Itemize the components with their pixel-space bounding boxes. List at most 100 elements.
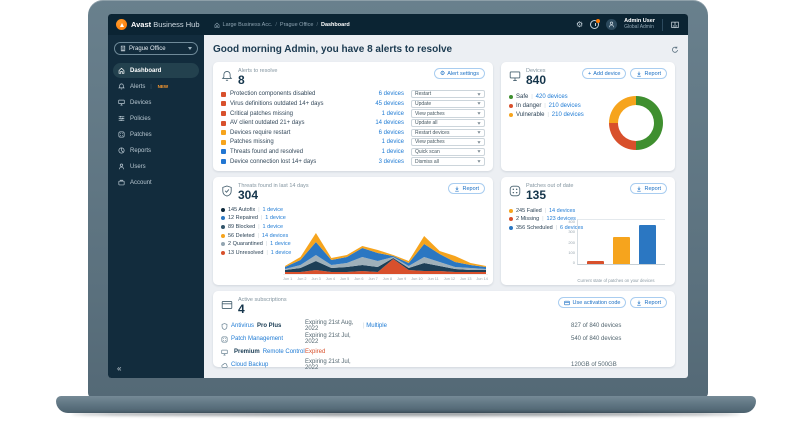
subscription-name[interactable]: Premium Remote Control xyxy=(221,349,305,356)
alert-settings-button[interactable]: ⚙ Alert settings xyxy=(433,68,485,79)
legend-row: 13 Unresolved | 1 device xyxy=(221,249,485,258)
alert-action-select[interactable]: Update xyxy=(411,99,485,109)
refresh-icon[interactable] xyxy=(671,46,679,54)
legend-row: 12 Repaired | 1 device xyxy=(221,214,485,223)
legend-devices-link[interactable]: 1 device xyxy=(270,249,292,256)
legend-row: 89 Blocked | 1 device xyxy=(221,223,485,232)
subscription-expiry: Expiring 21st Aug, 2022 xyxy=(305,320,354,333)
legend-dot xyxy=(509,208,513,213)
notification-badge xyxy=(596,19,601,23)
breadcrumb-item[interactable]: Prague Office xyxy=(279,21,314,28)
org-name: Prague Office xyxy=(129,45,166,52)
alert-severity-icon xyxy=(221,149,226,155)
legend-row: 145 Autofix | 1 device xyxy=(221,206,485,215)
alert-action-select[interactable]: View patches xyxy=(411,109,485,118)
notifications-icon[interactable] xyxy=(590,19,601,29)
subscription-row: Cloud Backup Expiring 21st Jul, 2022 120… xyxy=(221,359,667,372)
alert-action-select[interactable]: Restart xyxy=(411,90,485,99)
credit-card-icon xyxy=(221,299,233,311)
alert-devices-link[interactable]: 45 devices xyxy=(375,100,404,107)
sidebar-item-dashboard[interactable]: Dashboard xyxy=(113,63,199,78)
main-content: Good morning Admin, you have 8 alerts to… xyxy=(204,35,688,378)
legend-devices-link[interactable]: 420 devices xyxy=(535,94,568,101)
sidebar-item-account[interactable]: Account xyxy=(113,175,199,190)
sidebar-item-label: Account xyxy=(130,179,152,186)
report-button[interactable]: Report xyxy=(630,68,667,79)
subscription-name[interactable]: Cloud Backup xyxy=(221,362,305,369)
subscription-name[interactable]: Patch Management xyxy=(221,336,305,343)
report-button[interactable]: Report xyxy=(630,183,667,194)
legend-devices-link[interactable]: 1 device xyxy=(262,224,284,231)
legend-devices-link[interactable]: 123 devices xyxy=(546,216,576,223)
sidebar-item-patches[interactable]: Patches xyxy=(113,127,199,142)
legend-devices-link[interactable]: 210 devices xyxy=(548,103,581,110)
legend-dot xyxy=(221,216,225,221)
legend-devices-link[interactable]: 1 device xyxy=(265,215,286,222)
legend-dot xyxy=(509,217,513,222)
download-icon xyxy=(637,71,642,76)
breadcrumb-current: Dashboard xyxy=(320,21,350,28)
user-icon xyxy=(117,163,125,170)
cloud-icon xyxy=(221,362,228,369)
multiple-link[interactable]: Multiple xyxy=(363,323,387,329)
sidebar-item-policies[interactable]: Policies xyxy=(113,111,199,126)
add-device-button[interactable]: + Add device xyxy=(582,68,627,79)
legend-devices-link[interactable]: 1 device xyxy=(270,241,291,248)
alert-action-select[interactable]: Update all xyxy=(411,119,485,128)
chevron-down-icon xyxy=(477,93,481,96)
report-button[interactable]: Report xyxy=(448,183,485,194)
alert-severity-icon xyxy=(221,120,226,126)
sidebar-collapse-button[interactable]: « xyxy=(117,364,122,373)
chevron-down-icon xyxy=(477,121,481,125)
sidebar-item-label: Alerts xyxy=(130,83,146,90)
alert-action-select[interactable]: Restart devices xyxy=(411,128,485,137)
report-button[interactable]: Report xyxy=(630,297,667,308)
bar-chart-y-axis: 400 300 200 100 0 xyxy=(568,219,575,265)
building-icon xyxy=(120,45,126,52)
knowledge-book-icon[interactable] xyxy=(670,20,680,30)
legend-row: Safe | 420 devices xyxy=(509,93,667,102)
sidebar-item-users[interactable]: Users xyxy=(113,159,199,174)
threats-area-chart: Jun 1 Jun 2 Jun 3 Jun 4 Jun 5 Jun 6 Jun 7 Jun 8… xyxy=(283,230,488,281)
legend-devices-link[interactable]: 1 device xyxy=(262,206,284,213)
sidebar-item-label: Patches xyxy=(130,131,152,138)
use-activation-code-button[interactable]: Use activation code xyxy=(558,297,627,308)
subscription-name[interactable]: Antivirus Pro Plus xyxy=(221,322,305,330)
bell-icon xyxy=(221,70,233,82)
alert-devices-link[interactable]: 6 devices xyxy=(378,129,404,136)
alert-action-select[interactable]: Quick scan xyxy=(411,147,485,157)
alert-devices-link[interactable]: 14 devices xyxy=(375,120,404,127)
alert-devices-link[interactable]: 6 devices xyxy=(378,91,404,98)
briefcase-icon xyxy=(117,179,125,186)
user-info[interactable]: Admin User Global Admin xyxy=(624,18,655,30)
settings-gear-icon[interactable]: ⚙ xyxy=(575,19,584,29)
patch-icon xyxy=(509,185,521,197)
legend-row: Vulnerable | 210 devices xyxy=(509,111,667,120)
alert-action-select[interactable]: View patches xyxy=(411,138,485,147)
sidebar-item-reports[interactable]: Reports xyxy=(113,143,199,158)
sidebar-item-alerts[interactable]: Alerts | NEW xyxy=(113,79,199,94)
chevron-down-icon xyxy=(477,160,481,163)
report-chart-icon xyxy=(117,147,125,154)
legend-dot xyxy=(509,226,513,231)
alert-devices-link[interactable]: 1 device xyxy=(381,148,404,155)
alert-devices-link[interactable]: 3 devices xyxy=(378,158,404,165)
alert-severity-icon xyxy=(221,139,226,145)
download-icon xyxy=(637,300,642,305)
card-label: Alerts to resolve xyxy=(238,68,278,74)
avatar[interactable] xyxy=(606,19,618,30)
sidebar-item-devices[interactable]: Devices xyxy=(113,95,199,110)
legend-devices-link[interactable]: 14 devices xyxy=(261,232,289,239)
breadcrumb-item[interactable]: Large Business Acc. xyxy=(222,21,273,28)
gear-icon: ⚙ xyxy=(439,70,446,77)
top-bar: Avast Business Hub Large Business Acc. /… xyxy=(108,14,688,35)
legend-devices-link[interactable]: 6 devices xyxy=(560,225,584,232)
subscription-usage: 120GB of 500GB xyxy=(571,362,617,369)
legend-devices-link[interactable]: 210 devices xyxy=(551,112,584,119)
org-selector[interactable]: Prague Office xyxy=(114,42,198,55)
devices-card: Devices 840 + Add device Report Safe | 420 … xyxy=(501,62,675,171)
alert-action-select[interactable]: Dismiss all xyxy=(411,157,485,166)
legend-devices-link[interactable]: 14 devices xyxy=(549,207,576,214)
alert-devices-link[interactable]: 1 device xyxy=(381,139,404,146)
alert-devices-link[interactable]: 1 device xyxy=(381,110,404,117)
